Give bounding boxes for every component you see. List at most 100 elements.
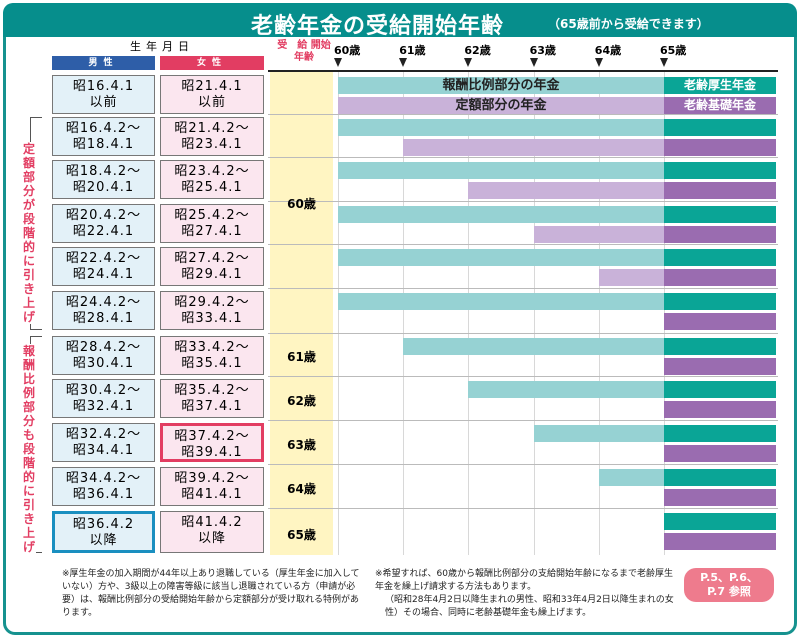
male-dob-cell: 昭16.4.2～ 昭18.4.1: [52, 117, 155, 156]
male-dob-line: 昭32.4.2～: [65, 427, 142, 442]
female-dob-line: 昭27.4.1: [181, 224, 243, 239]
flat-rate-bar: [338, 97, 664, 114]
old-age-employee-pension-bar: [664, 425, 776, 442]
old-age-basic-pension-bar: [664, 139, 776, 156]
male-dob-line: 昭20.4.2～: [65, 208, 142, 223]
female-dob-line: 昭35.4.1: [181, 356, 243, 371]
row-separator: [268, 333, 778, 334]
old-age-employee-pension-bar: [664, 513, 776, 530]
row-separator: [268, 420, 778, 421]
row-separator: [268, 288, 778, 289]
age-tick-label: 65歳: [660, 44, 687, 57]
male-dob-line: 昭24.4.1: [72, 267, 135, 282]
flat-rate-label: 定額部分の年金: [455, 98, 547, 113]
old-age-basic-pension-bar: [664, 97, 776, 114]
down-triangle-icon: [334, 58, 342, 67]
female-dob-line: 以降: [197, 531, 226, 546]
female-dob-line: 昭27.4.2～: [174, 251, 250, 266]
row-separator: [268, 157, 778, 158]
old-age-basic-pension-bar: [664, 358, 776, 375]
page-title: 老齢年金の受給開始年齢: [251, 14, 505, 39]
male-dob-cell: 昭16.4.1 以前: [52, 75, 155, 114]
male-dob-line: 昭34.4.2～: [65, 471, 142, 486]
male-dob-line: 昭16.4.1: [72, 79, 135, 94]
flat-rate-bar: [403, 139, 664, 156]
start-age-header: 受 給 開始年齢: [277, 40, 331, 63]
old-age-basic-pension-bar: [664, 533, 776, 550]
male-dob-cell: 昭22.4.2～ 昭24.4.1: [52, 247, 155, 286]
female-dob-cell: 昭39.4.2～ 昭41.4.1: [160, 467, 264, 506]
old-age-basic-pension-bar: [664, 182, 776, 199]
old-age-basic-pension-bar: [664, 269, 776, 286]
female-dob-line: 昭29.4.1: [181, 267, 243, 282]
row-separator: [268, 201, 778, 202]
female-dob-cell: 昭27.4.2～ 昭29.4.1: [160, 247, 264, 286]
female-dob-line: 昭33.4.1: [181, 311, 243, 326]
age-gridline: [338, 72, 339, 555]
down-triangle-icon: [594, 58, 603, 67]
note-right-2: （昭和28年4月2日以降生まれの男性、昭和33年4月2日以降生まれの女性）その場…: [385, 595, 674, 618]
earnings-related-bar: [338, 249, 664, 266]
male-dob-line: 昭30.4.2～: [65, 383, 142, 398]
male-dob-cell: 昭18.4.2～ 昭20.4.1: [52, 160, 155, 199]
dob-header: 生年月日: [130, 40, 194, 53]
male-dob-line: 昭24.4.2～: [65, 295, 142, 310]
old-age-employee-pension-bar: [664, 206, 776, 223]
start-age-column: [270, 72, 333, 555]
female-dob-line: 昭39.4.2～: [174, 471, 250, 486]
earnings-related-label: 報酬比例部分の年金: [442, 78, 560, 93]
female-dob-line: 昭25.4.1: [181, 180, 243, 195]
old-age-employee-pension-bar: [664, 249, 776, 266]
female-dob-line: 昭23.4.2～: [174, 164, 250, 179]
age-tick-label: 63歳: [529, 44, 556, 57]
male-dob-line: 昭30.4.1: [72, 356, 135, 371]
side-label-flat: 定額部分が段階的に引き上げ: [22, 142, 36, 324]
earnings-related-bar: [468, 381, 664, 398]
male-dob-line: 昭36.4.1: [72, 487, 135, 502]
down-triangle-icon: [529, 58, 538, 67]
old-age-employee-pension-bar: [664, 293, 776, 310]
row-separator: [268, 508, 778, 509]
old-age-employee-pension-bar: [664, 469, 776, 486]
female-dob-line: 昭35.4.2～: [174, 383, 250, 398]
male-dob-cell: 昭20.4.2～ 昭22.4.1: [52, 204, 155, 243]
earnings-related-bar: [403, 338, 664, 355]
row-separator: [268, 114, 778, 115]
flat-rate-bar: [598, 269, 664, 286]
age-tick-label: 64歳: [594, 44, 622, 57]
age-axis: [268, 70, 778, 72]
male-dob-line: 昭36.4.2: [72, 517, 135, 532]
male-dob-line: 昭18.4.2～: [65, 164, 142, 179]
employee-pension-label: 老齢厚生年金: [683, 78, 756, 92]
female-dob-cell: 昭25.4.2～ 昭27.4.1: [160, 204, 264, 243]
age-tick-label: 62歳: [464, 44, 491, 57]
male-dob-line: 昭34.4.1: [72, 443, 135, 458]
male-dob-cell: 昭30.4.2～ 昭32.4.1: [52, 379, 155, 418]
female-dob-cell: 昭35.4.2～ 昭37.4.1: [160, 379, 264, 418]
old-age-employee-pension-bar: [664, 119, 776, 136]
age-tick-label: 61歳: [399, 44, 426, 57]
old-age-employee-pension-bar: [664, 77, 776, 94]
row-separator: [268, 244, 778, 245]
male-dob-cell: 昭32.4.2～ 昭34.4.1: [52, 423, 155, 462]
male-dob-line: 昭20.4.1: [72, 180, 135, 195]
down-triangle-icon: [660, 58, 668, 67]
male-dob-line: 昭32.4.1: [72, 399, 135, 414]
male-dob-line: 昭18.4.1: [72, 137, 135, 152]
page-subtitle: （65歳前から受給できます）: [548, 17, 709, 31]
female-dob-line: 昭29.4.2～: [174, 295, 250, 310]
old-age-employee-pension-bar: [664, 338, 776, 355]
earnings-related-bar: [338, 119, 664, 136]
old-age-basic-pension-bar: [664, 401, 776, 418]
female-dob-cell: 昭33.4.2～ 昭35.4.1: [160, 336, 264, 375]
female-dob-cell: 昭23.4.2～ 昭25.4.1: [160, 160, 264, 199]
side-label-earnings: 報酬比例部分も段階的に引き上げ: [22, 344, 36, 554]
earnings-related-bar: [338, 206, 664, 223]
note-right-1: ※希望すれば、60歳から報酬比例部分の支給開始年齢になるまで老齢厚生年金を繰上げ…: [375, 569, 673, 592]
earnings-related-bar: [533, 425, 664, 442]
row-separator: [268, 376, 778, 377]
reference-line-2: P.7 参照: [707, 585, 751, 598]
male-dob-line: 昭16.4.2～: [65, 121, 142, 136]
down-triangle-icon: [464, 58, 473, 67]
male-dob-cell: 昭34.4.2～ 昭36.4.1: [52, 467, 155, 506]
